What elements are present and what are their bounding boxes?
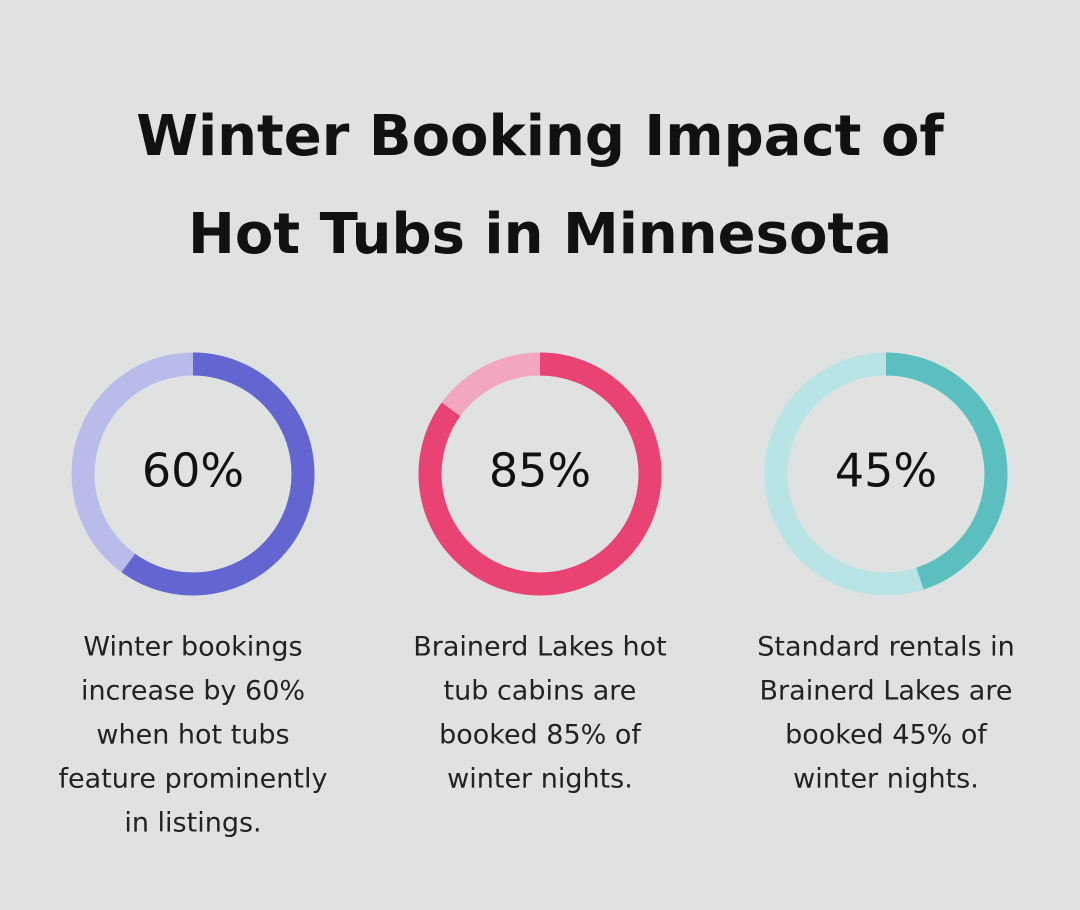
caption: Standard rentals in [757,632,1015,663]
caption: winter nights. [793,764,979,795]
caption: Brainerd Lakes hot [413,632,666,663]
caption: Brainerd Lakes are [760,676,1013,707]
caption: increase by 60% [81,676,305,707]
value-label: 85% [489,444,591,498]
donut-arc [885,352,1008,590]
caption: tub cabins are [444,676,637,707]
caption: booked 45% of [785,720,988,751]
caption: booked 85% of [439,720,642,751]
caption: in listings. [124,808,261,839]
donut-arc [418,352,662,596]
donut-arc [121,352,315,596]
caption: feature prominently [59,764,328,795]
value-label: 45% [835,444,937,498]
chart-title: Winter Booking Impact of [136,104,944,169]
caption: winter nights. [447,764,633,795]
value-label: 60% [142,444,244,498]
caption: when hot tubs [96,720,289,751]
chart-title: Hot Tubs in Minnesota [188,202,892,267]
caption: Winter bookings [83,632,302,663]
